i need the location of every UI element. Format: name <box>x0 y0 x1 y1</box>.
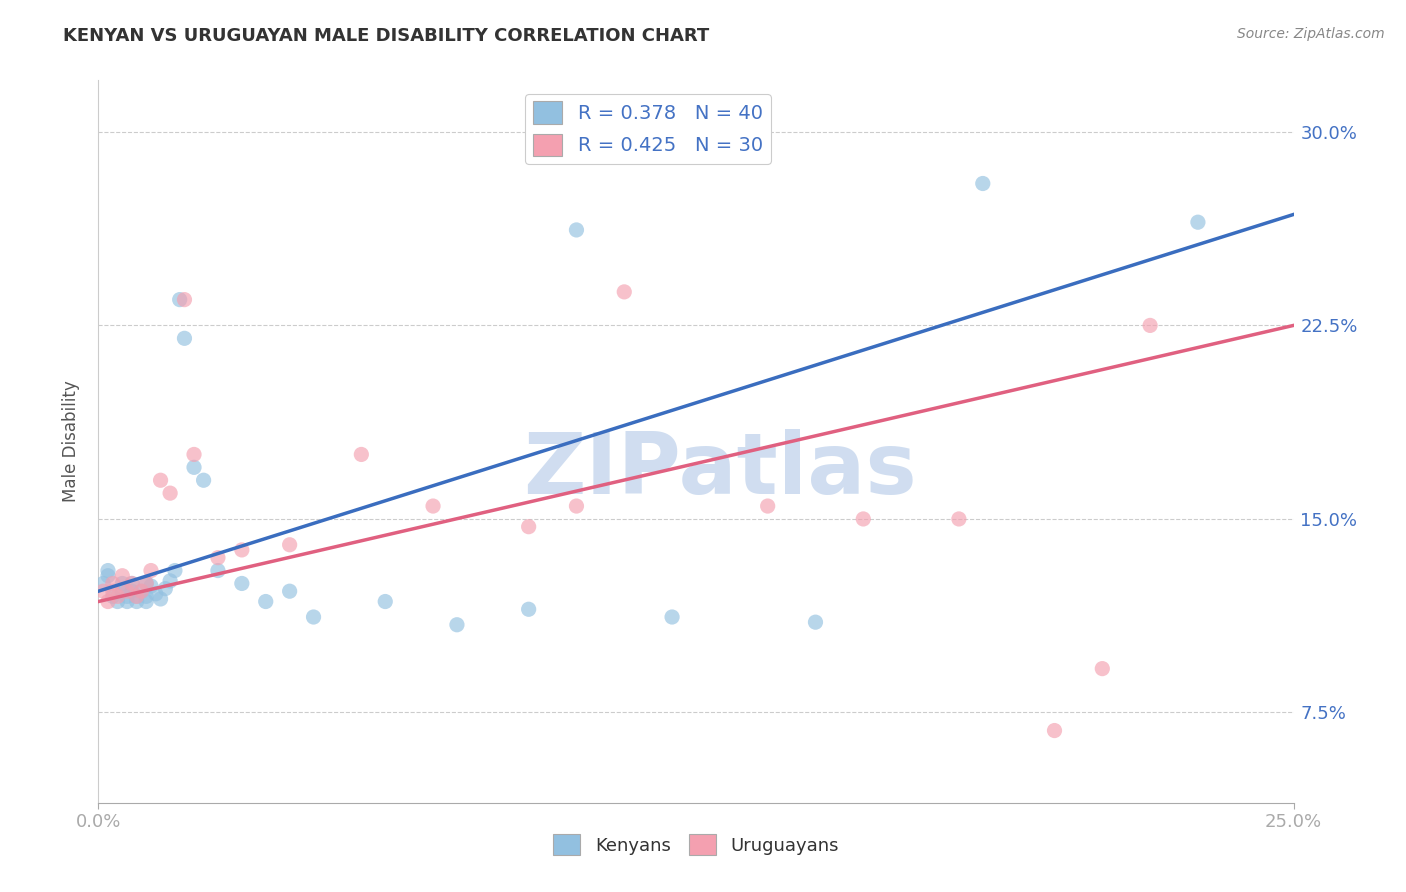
Point <box>565 223 588 237</box>
Point <box>422 499 444 513</box>
Point <box>254 594 277 608</box>
Text: Source: ZipAtlas.com: Source: ZipAtlas.com <box>1237 27 1385 41</box>
Point <box>125 590 148 604</box>
Point <box>101 584 124 599</box>
Point <box>517 519 540 533</box>
Point <box>374 594 396 608</box>
Text: KENYAN VS URUGUAYAN MALE DISABILITY CORRELATION CHART: KENYAN VS URUGUAYAN MALE DISABILITY CORR… <box>63 27 710 45</box>
Point <box>446 617 468 632</box>
Point <box>115 590 138 604</box>
Point <box>173 331 195 345</box>
Point <box>135 576 157 591</box>
Point <box>173 293 195 307</box>
Point <box>948 512 970 526</box>
Point <box>278 538 301 552</box>
Point <box>159 486 181 500</box>
Point <box>169 293 191 307</box>
Point <box>91 576 114 591</box>
Point <box>207 564 229 578</box>
Point <box>149 473 172 487</box>
Point <box>183 460 205 475</box>
Text: ZIPatlas: ZIPatlas <box>523 429 917 512</box>
Point <box>135 594 157 608</box>
Point <box>193 473 215 487</box>
Point <box>97 568 120 582</box>
Point <box>302 610 325 624</box>
Point <box>101 590 124 604</box>
Point <box>131 584 153 599</box>
Point <box>121 584 143 599</box>
Point <box>350 447 373 461</box>
Point <box>804 615 827 630</box>
Point <box>111 568 134 582</box>
Point <box>972 177 994 191</box>
Point <box>1139 318 1161 333</box>
Point <box>111 584 134 599</box>
Point <box>97 564 120 578</box>
Point <box>97 594 120 608</box>
Point <box>131 584 153 599</box>
Point <box>183 447 205 461</box>
Point <box>613 285 636 299</box>
Point <box>278 584 301 599</box>
Point <box>139 579 162 593</box>
Point <box>231 542 253 557</box>
Point <box>517 602 540 616</box>
Point <box>231 576 253 591</box>
Point <box>145 587 167 601</box>
Point <box>1043 723 1066 738</box>
Point <box>565 499 588 513</box>
Point <box>756 499 779 513</box>
Point <box>125 590 148 604</box>
Y-axis label: Male Disability: Male Disability <box>62 381 80 502</box>
Point <box>139 564 162 578</box>
Point <box>107 590 129 604</box>
Point <box>155 582 177 596</box>
Point <box>163 564 186 578</box>
Point <box>115 594 138 608</box>
Point <box>1091 662 1114 676</box>
Point <box>101 576 124 591</box>
Point <box>207 550 229 565</box>
Point <box>135 576 157 591</box>
Point <box>852 512 875 526</box>
Point <box>159 574 181 588</box>
Point <box>125 594 148 608</box>
Point <box>661 610 683 624</box>
Point <box>111 576 134 591</box>
Point <box>107 594 129 608</box>
Point <box>1187 215 1209 229</box>
Point <box>121 576 143 591</box>
Point <box>115 584 138 599</box>
Point <box>149 591 172 606</box>
Point <box>91 584 114 599</box>
Legend: Kenyans, Uruguayans: Kenyans, Uruguayans <box>546 827 846 863</box>
Point <box>121 576 143 591</box>
Point <box>135 590 157 604</box>
